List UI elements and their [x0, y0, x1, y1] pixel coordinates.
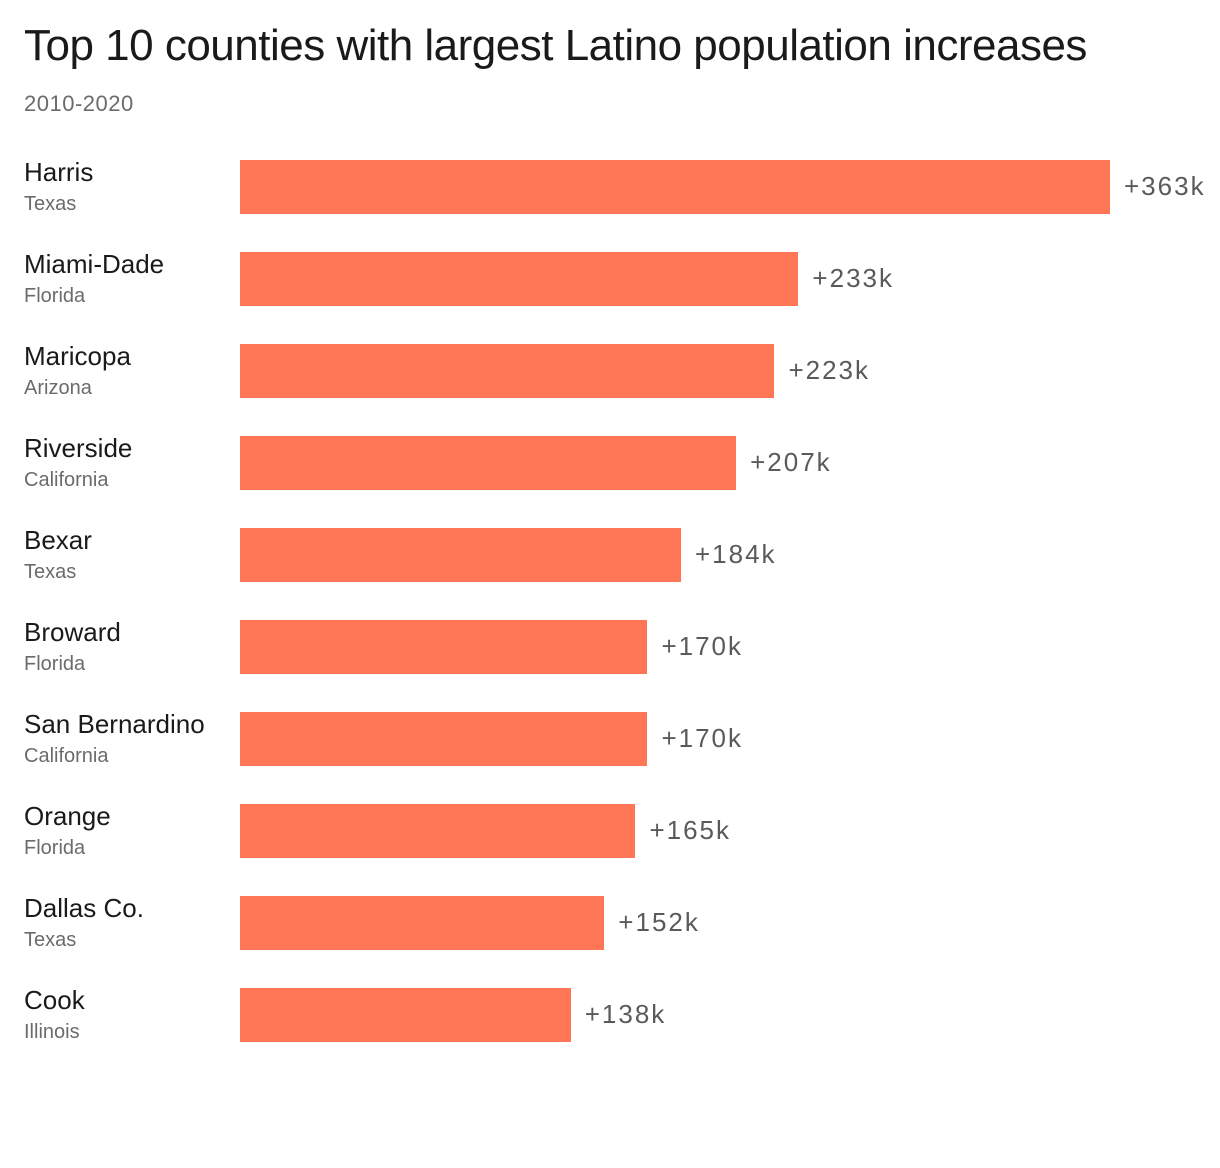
bar-value-label: +233k: [812, 263, 894, 294]
bar: [240, 160, 1110, 214]
row-labels: Harris Texas: [24, 157, 240, 216]
state-name: Texas: [24, 560, 240, 584]
bar-row: Bexar Texas +184k: [24, 509, 1196, 601]
county-name: Harris: [24, 157, 240, 188]
county-name: Bexar: [24, 525, 240, 556]
bar-rows: HarrisTexas+363kMiami-DadeFlorida+233kMa…: [24, 141, 1196, 1061]
bar: [240, 436, 736, 490]
chart-container: Top 10 counties with largest Latino popu…: [0, 0, 1220, 1101]
bar-area: +165k: [240, 804, 1196, 858]
chart-subtitle: 2010-2020: [24, 91, 1196, 117]
bar-row: Dallas Co. Texas +152k: [24, 877, 1196, 969]
state-name: Texas: [24, 192, 240, 216]
bar-area: +184k: [240, 528, 1196, 582]
state-name: California: [24, 744, 240, 768]
bar-value-label: +363k: [1124, 171, 1206, 202]
row-labels: Dallas Co. Texas: [24, 893, 240, 952]
bar-value-label: +207k: [750, 447, 832, 478]
bar-area: +170k: [240, 620, 1196, 674]
bar-row: Riverside California +207k: [24, 417, 1196, 509]
bar: [240, 620, 647, 674]
state-name: Texas: [24, 928, 240, 952]
row-labels: Bexar Texas: [24, 525, 240, 584]
row-labels: San Bernardino California: [24, 709, 240, 768]
county-name: Maricopa: [24, 341, 240, 372]
county-name: Riverside: [24, 433, 240, 464]
bar-row: Maricopa Arizona +223k: [24, 325, 1196, 417]
county-name: Orange: [24, 801, 240, 832]
bar-area: +233k: [240, 252, 1196, 306]
state-name: Illinois: [24, 1020, 240, 1044]
bar: [240, 988, 571, 1042]
bar: [240, 712, 647, 766]
bar-area: +363k: [240, 160, 1206, 214]
state-name: Arizona: [24, 376, 240, 400]
bar-value-label: +223k: [788, 355, 870, 386]
bar-value-label: +170k: [661, 723, 743, 754]
state-name: Florida: [24, 836, 240, 860]
state-name: California: [24, 468, 240, 492]
bar-row: Miami-Dade Florida +233k: [24, 233, 1196, 325]
bar-area: +170k: [240, 712, 1196, 766]
row-labels: Miami-Dade Florida: [24, 249, 240, 308]
bar-row: Broward Florida +170k: [24, 601, 1196, 693]
county-name: Dallas Co.: [24, 893, 240, 924]
bar-area: +223k: [240, 344, 1196, 398]
bar-area: +152k: [240, 896, 1196, 950]
bar: [240, 528, 681, 582]
bar-value-label: +184k: [695, 539, 777, 570]
bar-row: San Bernardino California +170k: [24, 693, 1196, 785]
bar: [240, 804, 635, 858]
bar-row: Cook Illinois +138k: [24, 969, 1196, 1061]
state-name: Florida: [24, 284, 240, 308]
bar: [240, 896, 604, 950]
bar-value-label: +170k: [661, 631, 743, 662]
row-labels: Maricopa Arizona: [24, 341, 240, 400]
row-labels: Orange Florida: [24, 801, 240, 860]
county-name: Miami-Dade: [24, 249, 240, 280]
bar: [240, 252, 798, 306]
row-labels: Broward Florida: [24, 617, 240, 676]
bar-row: HarrisTexas+363k: [24, 141, 1196, 233]
county-name: San Bernardino: [24, 709, 240, 740]
row-labels: Cook Illinois: [24, 985, 240, 1044]
bar-value-label: +165k: [649, 815, 731, 846]
county-name: Cook: [24, 985, 240, 1016]
bar-value-label: +138k: [585, 999, 667, 1030]
bar-area: +207k: [240, 436, 1196, 490]
bar-row: Orange Florida +165k: [24, 785, 1196, 877]
row-labels: Riverside California: [24, 433, 240, 492]
state-name: Florida: [24, 652, 240, 676]
county-name: Broward: [24, 617, 240, 648]
bar: [240, 344, 774, 398]
bar-area: +138k: [240, 988, 1196, 1042]
bar-value-label: +152k: [618, 907, 700, 938]
chart-title: Top 10 counties with largest Latino popu…: [24, 20, 1196, 73]
